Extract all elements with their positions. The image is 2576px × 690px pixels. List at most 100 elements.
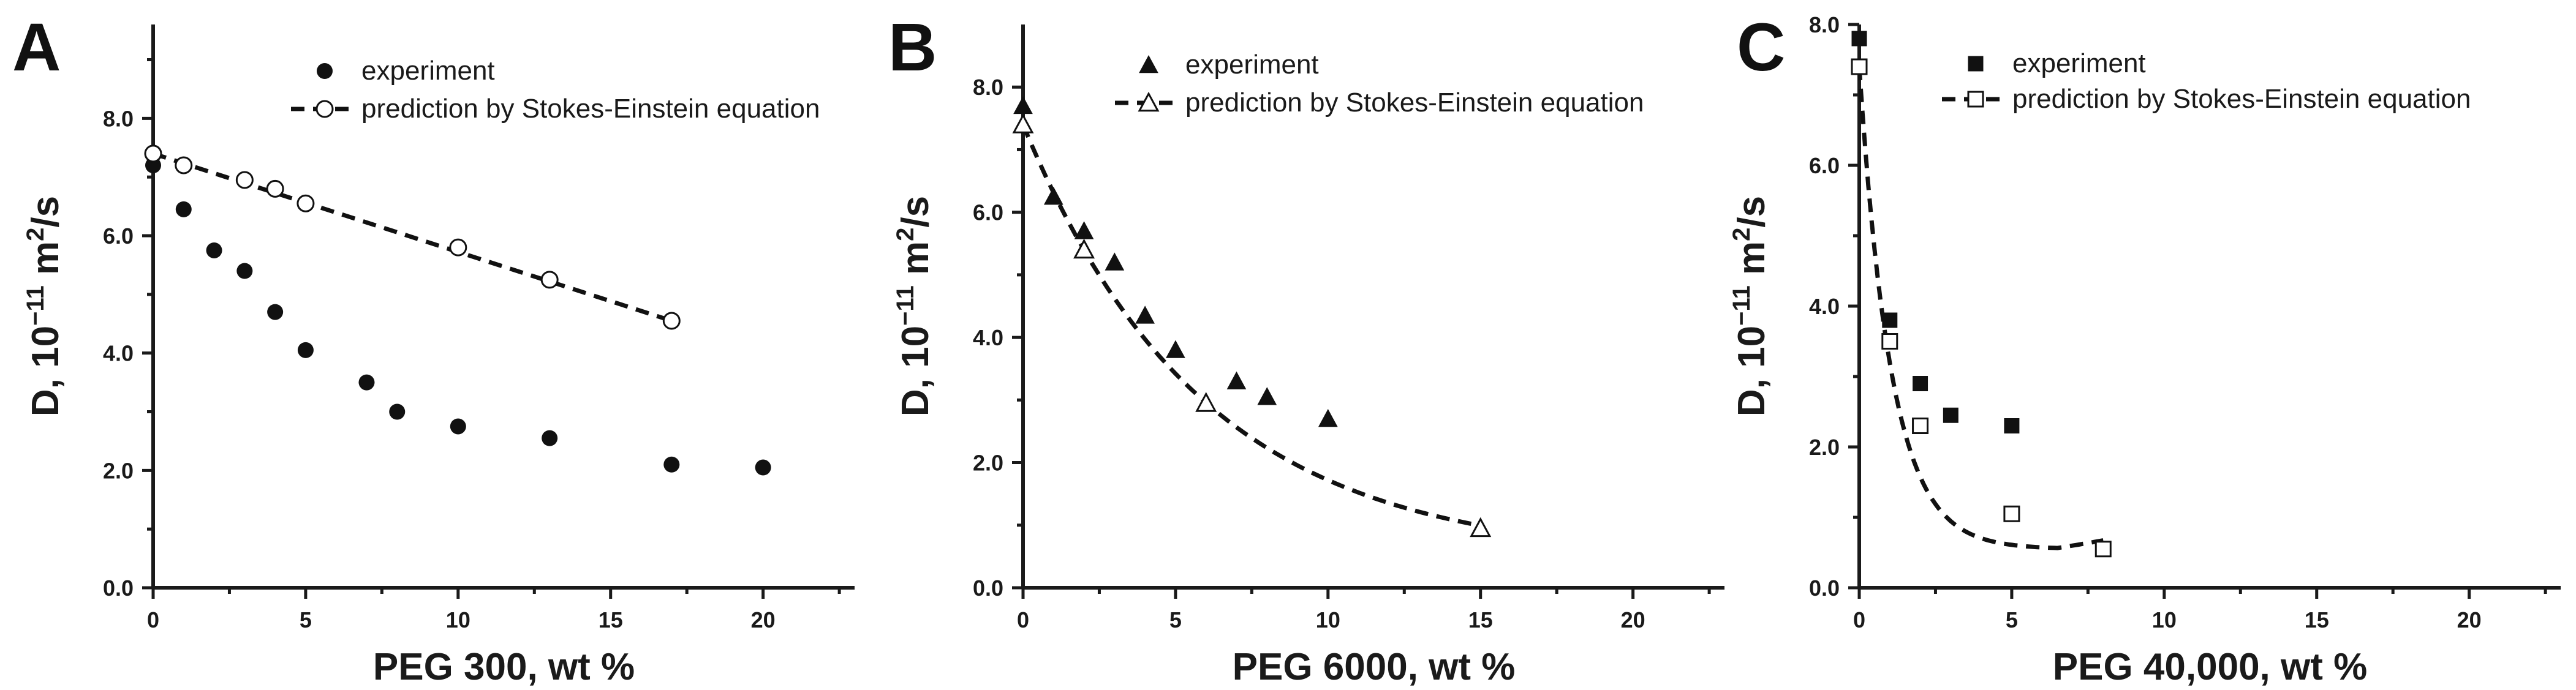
legend-prediction-label: prediction by Stokes-Einstein equation [361, 94, 820, 124]
experiment-point [1257, 387, 1277, 405]
y-axis-title: D, 10−11 m2/s [1728, 196, 1773, 416]
legend-prediction-marker [1138, 91, 1160, 112]
experiment-point [663, 456, 680, 473]
prediction-fit-line [152, 151, 673, 323]
x-tick-label: 10 [2152, 607, 2177, 632]
prediction-point [1012, 113, 1034, 133]
x-tick-label: 20 [751, 607, 776, 632]
panel-letter: C [1737, 10, 1785, 85]
experiment-point [1943, 407, 1958, 423]
y-tick-label: 8.0 [1809, 12, 1840, 37]
legend-experiment-marker [1139, 54, 1158, 73]
legend-prediction-marker [1967, 91, 1984, 108]
experiment-point [1043, 187, 1063, 205]
experiment-point [450, 418, 466, 435]
experiment-point [1851, 31, 1867, 47]
panel-c: C 0 5 10 15 20 0.0 2.0 4.0 6.0 8.0 PEG 40,000, wt %… [1728, 10, 2561, 688]
experiment-point [755, 459, 771, 476]
experiment-point [1882, 312, 1898, 328]
y-tick-label: 0.0 [973, 576, 1003, 601]
x-tick-label: 0 [147, 607, 159, 632]
experiment-point [1074, 221, 1094, 239]
x-tick-label: 10 [446, 607, 470, 632]
y-tick-label: 6.0 [103, 223, 134, 249]
prediction-point [662, 312, 681, 330]
prediction-point [1073, 238, 1095, 259]
y-tick-label: 6.0 [973, 200, 1003, 225]
experiment-point [1318, 408, 1338, 427]
panel-a: A 0 5 10 15 20 0.0 2.0 4.0 6.0 8.0 PEG 300, wt % D, … [12, 10, 855, 688]
experiment-point [267, 304, 284, 320]
legend-experiment-label: experiment [2012, 48, 2146, 78]
prediction-point [1851, 58, 1868, 75]
panel-b: B 0 5 10 15 20 0.0 2.0 4.0 6.0 8.0 PEG 6000, wt % D,… [888, 10, 1724, 688]
experiment-point [206, 242, 222, 258]
x-tick-label: 20 [2457, 607, 2482, 632]
legend-prediction-label: prediction by Stokes-Einstein equation [1185, 88, 1644, 118]
experiment-point [236, 263, 253, 279]
legend-prediction-label: prediction by Stokes-Einstein equation [2012, 84, 2471, 114]
experiment-point [1013, 96, 1033, 114]
y-tick-label: 2.0 [1809, 435, 1840, 460]
prediction-point [1912, 418, 1929, 434]
experiment-point [297, 342, 314, 358]
prediction-point [1470, 517, 1492, 538]
y-axis-title: D, 10−11 m2/s [22, 196, 67, 416]
prediction-fit-line [1021, 124, 1481, 528]
y-tick-label: 0.0 [1809, 576, 1840, 601]
x-tick-label: 15 [599, 607, 623, 632]
x-axis-title: PEG 300, wt % [373, 646, 635, 688]
experiment-point [1226, 371, 1247, 389]
y-tick-label: 4.0 [103, 341, 134, 366]
y-tick-label: 0.0 [103, 576, 134, 601]
x-axis-title: PEG 40,000, wt % [2053, 646, 2367, 688]
y-tick-label: 6.0 [1809, 153, 1840, 178]
y-tick-label: 4.0 [1809, 294, 1840, 319]
x-tick-label: 20 [1621, 607, 1645, 632]
x-axis-title: PEG 6000, wt % [1233, 646, 1516, 688]
x-tick-label: 5 [300, 607, 312, 632]
experiment-point [542, 430, 558, 446]
x-tick-label: 15 [1468, 607, 1493, 632]
legend-experiment-marker [1968, 56, 1984, 72]
x-tick-label: 15 [2305, 607, 2329, 632]
prediction-point [2094, 541, 2112, 558]
experiment-point [1166, 340, 1185, 358]
x-tick-label: 0 [1017, 607, 1029, 632]
prediction-point [449, 238, 467, 257]
prediction-fit-line [1857, 66, 2104, 550]
y-tick-label: 2.0 [973, 451, 1003, 476]
prediction-point [175, 156, 193, 174]
experiment-point [358, 374, 375, 391]
y-axis-title: D, 10−11 m2/s [892, 196, 937, 416]
x-tick-label: 0 [1853, 607, 1865, 632]
experiment-point [1105, 252, 1125, 271]
panel-letter: B [888, 10, 937, 85]
prediction-point [540, 271, 559, 289]
x-tick-label: 5 [2006, 607, 2018, 632]
experiment-point [175, 201, 192, 217]
x-tick-label: 10 [1316, 607, 1340, 632]
prediction-point [2003, 505, 2020, 522]
experiment-point [2004, 418, 2020, 433]
experiment-point [1913, 376, 1928, 391]
prediction-point [1881, 333, 1898, 350]
prediction-point [144, 144, 162, 163]
experiment-point [389, 403, 406, 420]
prediction-point [1195, 392, 1217, 412]
y-tick-label: 8.0 [103, 106, 134, 131]
legend-prediction-marker [315, 100, 334, 118]
experiment-point [1135, 306, 1155, 324]
prediction-point [235, 171, 254, 189]
y-tick-label: 2.0 [103, 458, 134, 483]
prediction-point [297, 194, 315, 212]
prediction-point [266, 179, 284, 198]
x-tick-label: 5 [1169, 607, 1182, 632]
legend-experiment-label: experiment [1185, 50, 1319, 80]
legend-experiment-marker [317, 63, 333, 79]
y-tick-label: 8.0 [973, 75, 1003, 100]
legend-experiment-label: experiment [361, 56, 495, 86]
panel-letter: A [12, 10, 61, 85]
y-tick-label: 4.0 [973, 325, 1003, 350]
